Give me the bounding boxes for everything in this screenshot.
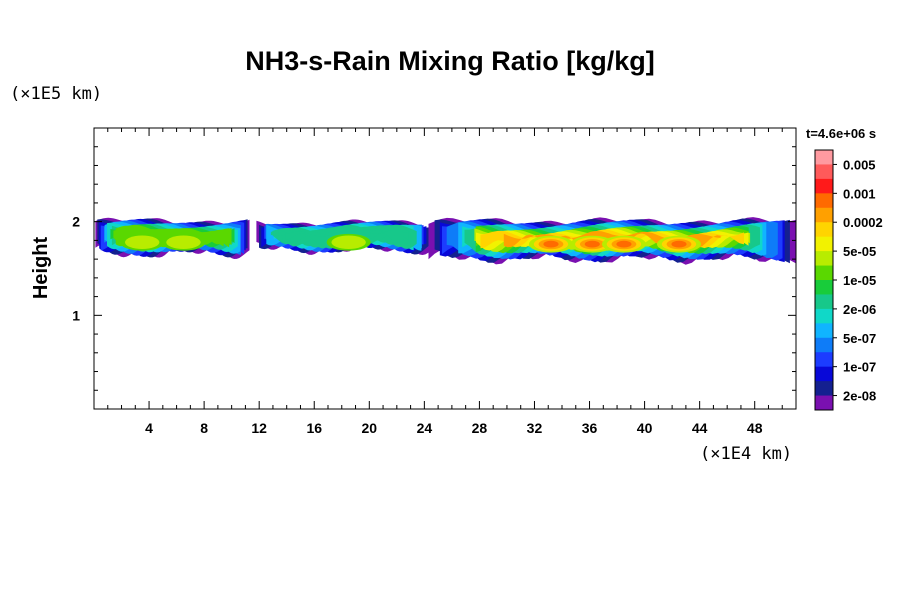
field-peak bbox=[166, 235, 201, 250]
colorbar-swatch bbox=[815, 308, 833, 324]
field-contour bbox=[285, 228, 402, 245]
x-tick-label: 28 bbox=[472, 420, 488, 436]
colorbar-swatch bbox=[815, 265, 833, 281]
x-tick-label: 20 bbox=[362, 420, 378, 436]
colorbar-swatch bbox=[815, 381, 833, 397]
colorbar-swatch bbox=[815, 337, 833, 353]
field-peak bbox=[331, 235, 366, 250]
colorbar-swatch bbox=[815, 352, 833, 368]
x-axis: 4 8 12 16 20 24 28 32 36 40 44 48 bbox=[107, 128, 783, 436]
x-tick-label: 32 bbox=[527, 420, 543, 436]
x-tick-label: 16 bbox=[306, 420, 322, 436]
y-axis: 12 bbox=[72, 146, 796, 391]
colorbar-swatch bbox=[815, 236, 833, 252]
colorbar-label: 5e-07 bbox=[843, 331, 876, 346]
field-peak bbox=[616, 240, 632, 248]
colorbar-label: 1e-07 bbox=[843, 360, 876, 375]
x-tick-label: 44 bbox=[692, 420, 708, 436]
colorbar-label: 0.005 bbox=[843, 157, 876, 172]
colorbar-swatch bbox=[815, 395, 833, 411]
data-field bbox=[95, 217, 796, 265]
colorbar-label: 5e-05 bbox=[843, 244, 876, 259]
colorbar-swatch bbox=[815, 294, 833, 310]
y-tick-label: 2 bbox=[72, 214, 80, 230]
chart-title: NH3-s-Rain Mixing Ratio [kg/kg] bbox=[245, 46, 655, 76]
colorbar-swatch bbox=[815, 323, 833, 339]
field-peak bbox=[584, 240, 600, 248]
colorbar-swatch bbox=[815, 193, 833, 209]
colorbar-swatch bbox=[815, 222, 833, 238]
field-peak bbox=[543, 240, 559, 248]
colorbar-swatch bbox=[815, 280, 833, 295]
x-tick-label: 24 bbox=[417, 420, 433, 436]
colorbar-label: 0.0002 bbox=[843, 215, 883, 230]
x-tick-label: 4 bbox=[145, 420, 153, 436]
y-axis-unit: (×1E5 km) bbox=[10, 84, 103, 104]
colorbar-swatch bbox=[815, 366, 833, 382]
colorbar-swatch bbox=[815, 251, 833, 267]
x-tick-label: 36 bbox=[582, 420, 598, 436]
colorbar-swatch bbox=[815, 207, 833, 223]
colorbar: 0.005 0.001 0.0002 5e-05 1e-05 2e-06 5e-07 1e-0… bbox=[814, 149, 883, 411]
colorbar-label: 0.001 bbox=[843, 186, 876, 201]
colorbar-swatch bbox=[815, 164, 833, 180]
y-axis-label: Height bbox=[30, 237, 52, 300]
plot-frame bbox=[93, 127, 797, 410]
time-label: t=4.6e+06 s bbox=[806, 126, 877, 141]
field-contour bbox=[290, 227, 397, 245]
x-tick-label: 12 bbox=[251, 420, 267, 436]
x-tick-label: 48 bbox=[747, 420, 763, 436]
colorbar-swatch bbox=[815, 150, 833, 165]
colorbar-label: 2e-06 bbox=[843, 302, 876, 317]
x-tick-label: 40 bbox=[637, 420, 653, 436]
colorbar-label: 1e-05 bbox=[843, 273, 876, 288]
y-tick-label: 1 bbox=[72, 307, 80, 323]
field-peak bbox=[124, 235, 160, 250]
x-tick-label: 8 bbox=[200, 420, 208, 436]
colorbar-label: 2e-08 bbox=[843, 389, 876, 404]
colorbar-swatch bbox=[815, 178, 833, 194]
x-axis-unit: (×1E4 km) bbox=[700, 444, 793, 464]
field-peak bbox=[671, 240, 687, 248]
